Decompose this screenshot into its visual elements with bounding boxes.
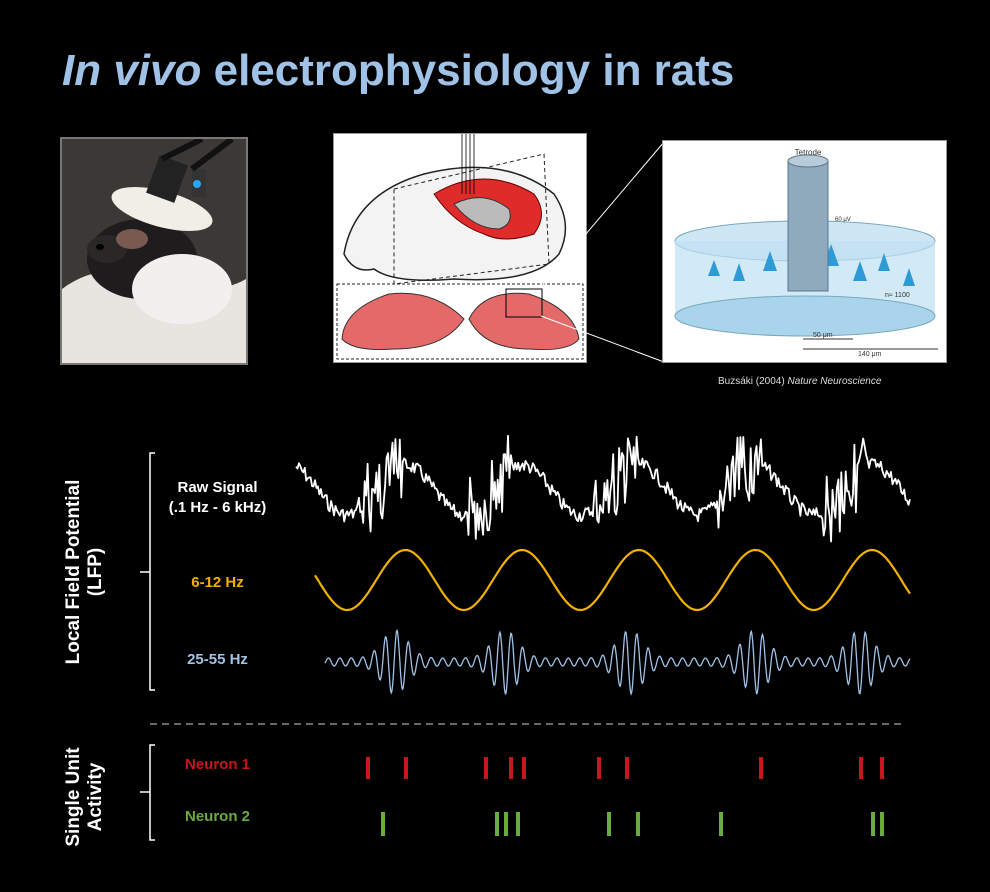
- gamma-trace: [324, 628, 911, 697]
- raw-signal-label: Raw Signal (.1 Hz - 6 kHz): [150, 478, 285, 518]
- scale-140: 140 μm: [858, 351, 882, 358]
- page-title: In vivo electrophysiology in rats: [62, 46, 734, 96]
- neuron2-label: Neuron 2: [184, 808, 250, 825]
- brain-schematic: [333, 133, 587, 363]
- rat-photo: [60, 137, 248, 365]
- lfp-axis-line1: Local Field Potential: [63, 479, 84, 665]
- tetrode-volt-label: 60 μV: [835, 217, 851, 223]
- tetrode-n-label: n≈ 1100: [885, 292, 910, 299]
- units-axis-label: Single Unit Activity: [63, 742, 107, 852]
- spike-rasters: [366, 757, 884, 836]
- raw-signal-trace: [295, 434, 911, 543]
- credit-citation: Buzsáki (2004) Nature Neuroscience: [718, 376, 881, 387]
- title-italic: In vivo: [62, 46, 202, 95]
- credit-journal: Nature Neuroscience: [787, 376, 882, 387]
- theta-trace: [314, 548, 911, 612]
- lfp-axis-label: Local Field Potential (LFP): [63, 462, 107, 682]
- units-axis-line2: Activity: [85, 762, 106, 832]
- neuron1-label: Neuron 1: [184, 756, 250, 773]
- gamma-label: 25-55 Hz: [187, 651, 248, 668]
- units-axis-line1: Single Unit: [63, 747, 84, 847]
- theta-label: 6-12 Hz: [191, 574, 244, 591]
- tetrode-label: Tetrode: [795, 148, 822, 157]
- raw-signal-line1: Raw Signal: [177, 479, 258, 496]
- scale-50: 50 μm: [813, 332, 833, 339]
- tetrode-figure: Tetrode n≈ 1100 60 μV 50 μm 140 μm: [662, 140, 947, 363]
- raw-signal-line2: (.1 Hz - 6 kHz): [168, 499, 267, 516]
- lfp-axis-line2: (LFP): [85, 547, 106, 597]
- credit-author: Buzsáki (2004): [718, 376, 788, 387]
- title-rest: electrophysiology in rats: [201, 46, 735, 95]
